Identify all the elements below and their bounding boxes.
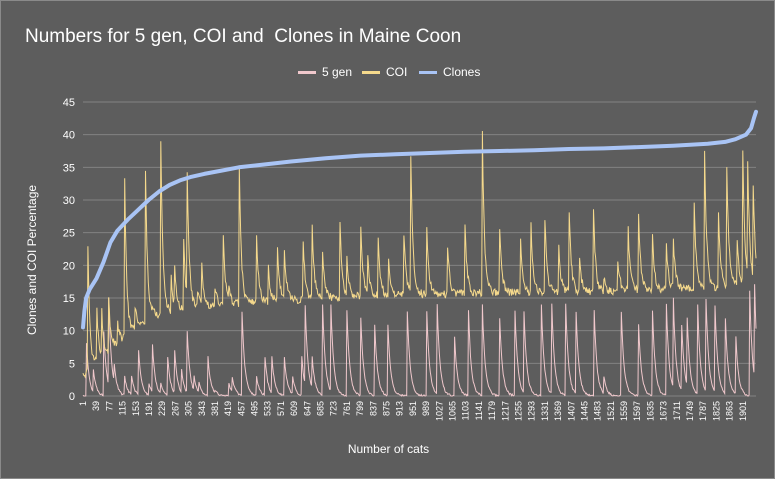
x-tick-label: 267 <box>170 401 180 416</box>
series-coi-line <box>82 130 757 379</box>
x-tick-label: 1141 <box>474 401 484 420</box>
x-tick-label: 1559 <box>619 401 629 421</box>
x-tick-label: 229 <box>157 401 167 416</box>
x-tick-label: 571 <box>276 401 286 416</box>
legend: 5 gen COI Clones <box>1 65 775 79</box>
x-tick-label: 343 <box>197 401 207 416</box>
x-tick-label: 1065 <box>447 401 457 421</box>
x-tick-label: 533 <box>263 401 273 416</box>
x-tick-label: 1 <box>78 401 88 406</box>
legend-label-clones: Clones <box>443 65 481 79</box>
y-tick-label: 25 <box>63 228 75 240</box>
x-tick-label: 495 <box>250 401 260 416</box>
x-tick-label: 1825 <box>711 401 721 421</box>
x-axis-label: Number of cats <box>347 442 430 456</box>
x-tick-label: 1901 <box>738 401 748 421</box>
x-tick-label: 1863 <box>725 401 735 421</box>
x-tick-label: 1749 <box>685 401 695 421</box>
x-tick-label: 1711 <box>672 401 682 420</box>
y-tick-label: 15 <box>63 293 75 305</box>
x-tick-label: 799 <box>355 401 365 416</box>
x-tick-label: 1407 <box>566 401 576 421</box>
x-tick-label: 989 <box>421 401 431 416</box>
series-clones-line <box>81 109 758 330</box>
x-tick-label: 875 <box>382 401 392 416</box>
x-tick-label: 1369 <box>553 401 563 421</box>
x-tick-label: 1521 <box>606 401 616 421</box>
x-tick-label: 39 <box>91 401 101 411</box>
x-tick-label: 1293 <box>527 401 537 421</box>
y-tick-label: 45 <box>63 97 75 109</box>
legend-label-coi: COI <box>386 65 408 79</box>
x-tick-label: 1103 <box>461 401 471 420</box>
x-tick-label: 1217 <box>500 401 510 421</box>
x-tick-label: 1483 <box>593 401 603 421</box>
y-tick-label: 40 <box>63 130 75 142</box>
y-tick-label: 5 <box>69 358 75 370</box>
legend-item-clones: Clones <box>419 65 480 79</box>
y-tick-label: 0 <box>69 391 75 403</box>
x-tick-label: 913 <box>395 401 405 416</box>
x-tick-label: 723 <box>329 401 339 416</box>
x-tick-label: 1673 <box>659 401 669 421</box>
x-tick-label: 1027 <box>434 401 444 421</box>
x-tick-label: 1179 <box>487 401 497 420</box>
legend-swatch-clones <box>419 70 437 74</box>
x-tick-label: 419 <box>223 401 233 416</box>
x-tick-label: 305 <box>184 401 194 416</box>
legend-swatch-5-gen <box>298 70 316 74</box>
y-tick-label: 35 <box>63 162 75 174</box>
series-5-gen-line <box>82 284 757 398</box>
x-tick-label: 685 <box>316 401 326 416</box>
x-tick-label: 1445 <box>579 401 589 421</box>
legend-swatch-coi <box>362 70 380 74</box>
chart-title: Numbers for 5 gen, COI and Clones in Mai… <box>25 26 462 47</box>
legend-label-5-gen: 5 gen <box>322 65 353 79</box>
x-tick-label: 1255 <box>513 401 523 421</box>
x-tick-label: 381 <box>210 401 220 416</box>
x-tick-label: 191 <box>144 401 154 416</box>
x-tick-label: 153 <box>131 401 141 416</box>
x-tick-label: 1331 <box>540 401 550 421</box>
x-tick-label: 647 <box>302 401 312 416</box>
y-tick-label: 20 <box>63 260 75 272</box>
x-tick-label: 115 <box>118 401 128 415</box>
legend-item-coi: COI <box>362 65 407 79</box>
x-tick-label: 837 <box>368 401 378 416</box>
x-tick-label: 609 <box>289 401 299 416</box>
x-tick-label: 77 <box>104 401 114 411</box>
legend-item-5-gen: 5 gen <box>298 65 352 79</box>
y-tick-label: 30 <box>63 195 75 207</box>
y-tick-label: 10 <box>63 326 75 338</box>
x-tick-label: 1635 <box>645 401 655 421</box>
x-tick-label: 761 <box>342 401 352 416</box>
x-tick-label: 951 <box>408 401 418 416</box>
x-tick-label: 457 <box>236 401 246 416</box>
x-tick-label: 1787 <box>698 401 708 421</box>
x-tick-label: 1597 <box>632 401 642 421</box>
